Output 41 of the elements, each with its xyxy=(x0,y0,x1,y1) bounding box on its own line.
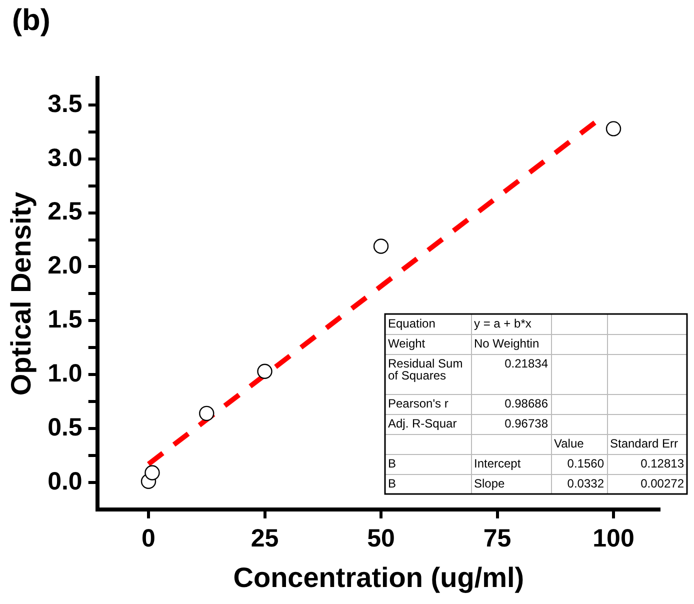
x-tick-label: 100 xyxy=(592,524,634,552)
annotation: 0.21834 xyxy=(504,356,548,370)
x-axis-title: Concentration (ug/ml) xyxy=(233,562,524,593)
annotation: 0.98686 xyxy=(504,396,548,410)
y-tick-label: 3.5 xyxy=(48,90,82,118)
point xyxy=(373,238,389,254)
point xyxy=(199,406,214,422)
annotation: 0.1560 xyxy=(567,456,604,470)
annotation: Pearson's r xyxy=(388,396,448,410)
annotation: y = a + b*x xyxy=(474,316,532,330)
y-tick-label: 2.5 xyxy=(48,198,82,226)
annotation: Adj. R-Squar xyxy=(388,416,457,430)
annotation: Standard Err xyxy=(610,436,678,450)
annotation: 0.96738 xyxy=(504,416,548,430)
y-tick-label: 2.0 xyxy=(48,252,82,280)
annotation: B xyxy=(388,456,396,470)
y-axis-title: Optical Density xyxy=(6,191,37,396)
point xyxy=(606,121,622,136)
x-tick-label: 50 xyxy=(367,524,395,552)
y-tick-label: 1.5 xyxy=(48,306,82,334)
annotation: 0.00272 xyxy=(640,476,684,490)
annotation: B xyxy=(388,476,396,490)
annotation: Weight xyxy=(388,336,426,350)
annotation: 0.0332 xyxy=(567,476,604,490)
annotation: 0.12813 xyxy=(640,456,684,470)
x-tick-label: 75 xyxy=(483,524,512,552)
y-tick-label: 0.0 xyxy=(48,467,82,496)
point xyxy=(257,364,272,379)
annotation: No Weightin xyxy=(474,336,540,350)
annotation: Slope xyxy=(474,476,506,490)
chart-title: (b) xyxy=(12,4,50,38)
annotation: Value xyxy=(554,436,584,450)
annotation: Residual Sum of Squares xyxy=(388,356,463,382)
point xyxy=(144,465,160,480)
x-tick-label: 0 xyxy=(142,524,156,552)
annotation: Equation xyxy=(388,316,436,330)
annotation: Intercept xyxy=(474,456,522,470)
x-tick-label: 25 xyxy=(250,524,279,552)
y-tick-label: 0.5 xyxy=(48,413,82,442)
y-tick-label: 1.0 xyxy=(48,359,82,388)
y-tick-label: 3.0 xyxy=(48,144,82,172)
